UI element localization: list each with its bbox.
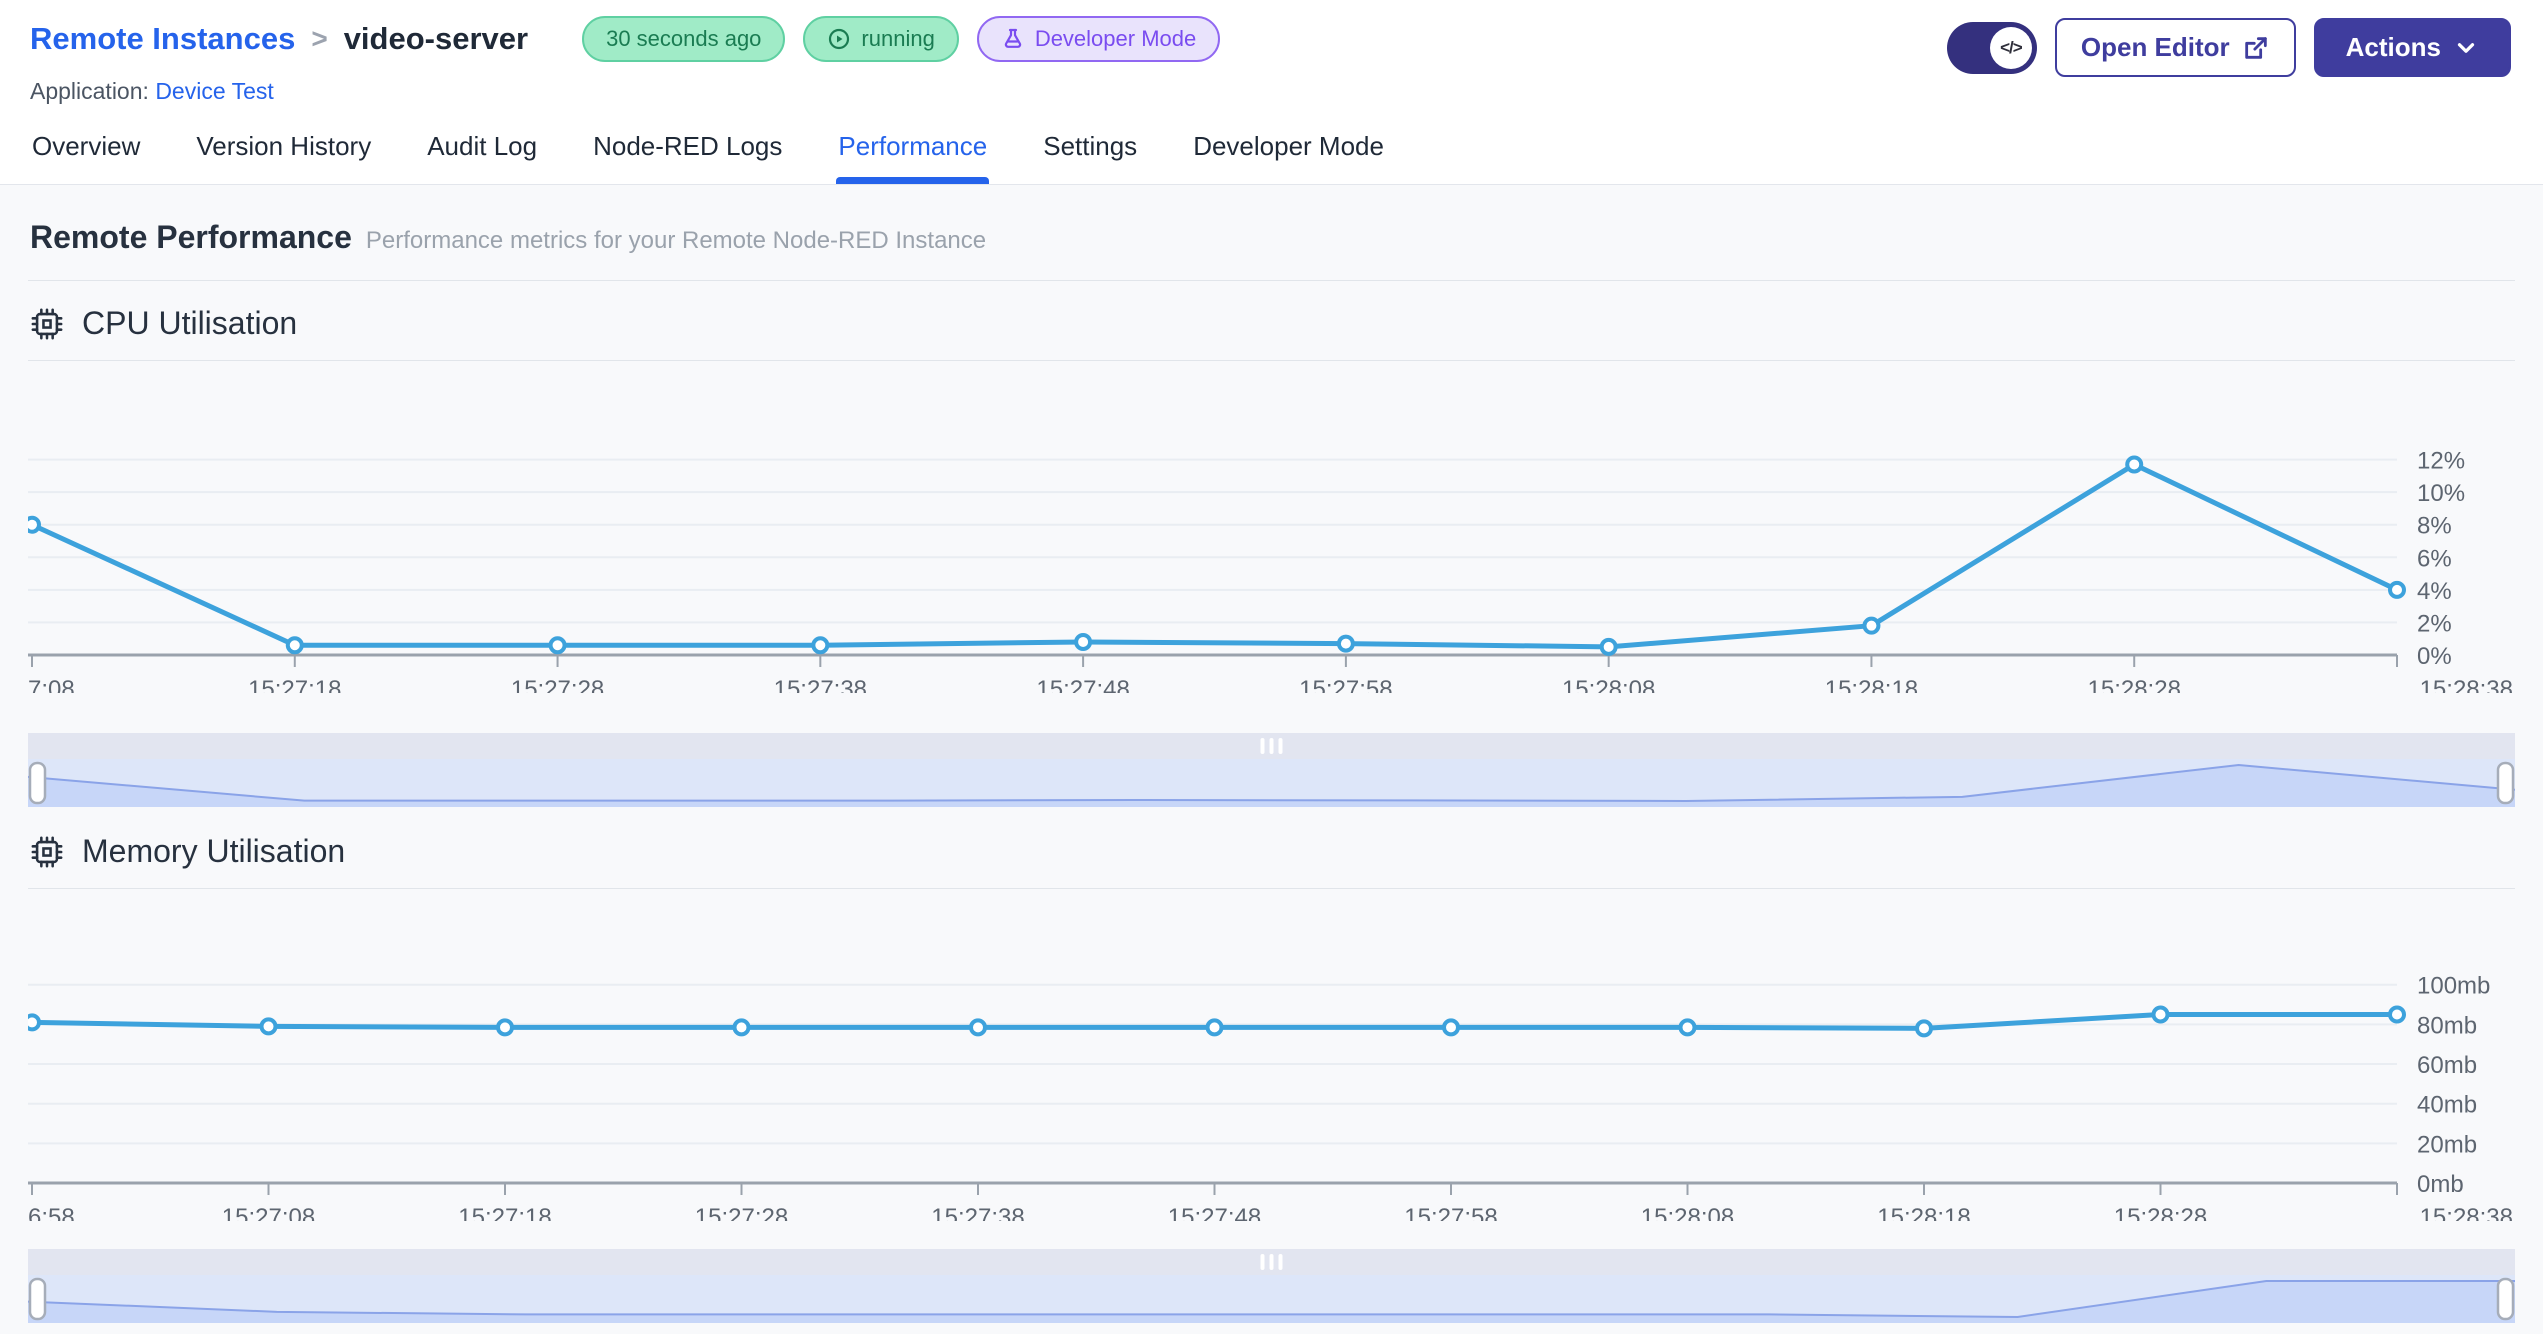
open-editor-label: Open Editor bbox=[2080, 32, 2230, 62]
svg-text:15:27:28: 15:27:28 bbox=[695, 1204, 788, 1221]
tab-overview[interactable]: Overview bbox=[32, 131, 141, 161]
svg-text:8%: 8% bbox=[2417, 513, 2452, 540]
svg-text:60mb: 60mb bbox=[2417, 1052, 2477, 1079]
svg-text:15:28:08: 15:28:08 bbox=[1562, 676, 1655, 693]
actions-label: Actions bbox=[2345, 32, 2441, 62]
tab-performance[interactable]: Performance bbox=[836, 111, 990, 184]
navigator-grip-bar[interactable] bbox=[1269, 1254, 1274, 1270]
svg-text:15:27:18: 15:27:18 bbox=[458, 1204, 551, 1221]
application-label: Application: bbox=[30, 78, 149, 104]
instance-name: video-server bbox=[343, 21, 529, 56]
tab-developer-mode[interactable]: Developer Mode bbox=[1193, 131, 1384, 161]
play-circle-icon bbox=[827, 27, 851, 51]
svg-text:15:28:18: 15:28:18 bbox=[1877, 1204, 1970, 1221]
svg-text:0mb: 0mb bbox=[2417, 1171, 2464, 1198]
navigator-grip-bar[interactable] bbox=[1260, 738, 1265, 754]
breadcrumb-separator: > bbox=[311, 23, 328, 54]
tab-settings[interactable]: Settings bbox=[1043, 131, 1138, 161]
breadcrumb: Remote Instances > video-server 30 secon… bbox=[30, 16, 1221, 62]
svg-text:15:27:28: 15:27:28 bbox=[511, 676, 604, 693]
navigator-grip-bar[interactable] bbox=[1260, 1254, 1265, 1270]
svg-text:0%: 0% bbox=[2417, 643, 2452, 670]
navigator-left-handle[interactable] bbox=[28, 761, 47, 805]
page-heading: Remote Performance Performance metrics f… bbox=[28, 185, 2515, 281]
svg-text:15:28:38: 15:28:38 bbox=[2420, 676, 2513, 693]
cpu-chart-navigator[interactable] bbox=[28, 733, 2515, 809]
status-badges: 30 seconds ago running bbox=[582, 16, 1221, 62]
page-subtitle: Performance metrics for your Remote Node… bbox=[365, 227, 987, 254]
svg-text:4%: 4% bbox=[2417, 578, 2452, 605]
svg-text:15:27:48: 15:27:48 bbox=[1168, 1204, 1261, 1221]
memory-section-header: Memory Utilisation bbox=[28, 809, 2515, 889]
svg-text:15:27:48: 15:27:48 bbox=[1036, 676, 1129, 693]
last-seen-badge: 30 seconds ago bbox=[582, 16, 786, 62]
svg-text:15:27:58: 15:27:58 bbox=[1404, 1204, 1497, 1221]
cpu-chart: 0% 2% 4% 6% 8% 10% 12% 7:08 15:27:18 15:27:28 15:2… bbox=[28, 361, 2515, 693]
cpu-section-header: CPU Utilisation bbox=[28, 281, 2515, 361]
tab-version-history[interactable]: Version History bbox=[196, 131, 372, 161]
tab-node-red-logs[interactable]: Node-RED Logs bbox=[593, 131, 783, 161]
running-status-text: running bbox=[861, 26, 935, 51]
tab-audit-log[interactable]: Audit Log bbox=[427, 131, 538, 161]
svg-text:80mb: 80mb bbox=[2417, 1012, 2477, 1039]
running-status-badge: running bbox=[803, 16, 959, 62]
content-area: Remote Performance Performance metrics f… bbox=[0, 185, 2543, 1334]
developer-mode-text: Developer Mode bbox=[1034, 26, 1197, 51]
last-seen-text: 30 seconds ago bbox=[606, 26, 762, 51]
flask-icon bbox=[1001, 27, 1025, 51]
memory-chart: 0mb 20mb 40mb 60mb 80mb 100mb 6:58 15:27:08 15:2… bbox=[28, 889, 2515, 1221]
svg-text:15:27:18: 15:27:18 bbox=[248, 676, 341, 693]
navigator-grip-bar[interactable] bbox=[1278, 738, 1283, 754]
page-title: Remote Performance bbox=[30, 219, 352, 255]
svg-text:6%: 6% bbox=[2417, 545, 2452, 572]
actions-button[interactable]: Actions bbox=[2313, 18, 2511, 77]
svg-text:40mb: 40mb bbox=[2417, 1092, 2477, 1119]
svg-text:10%: 10% bbox=[2417, 480, 2465, 507]
chevron-down-icon bbox=[2453, 35, 2479, 61]
header-left: Remote Instances > video-server 30 secon… bbox=[30, 16, 1221, 105]
application-link[interactable]: Device Test bbox=[155, 78, 274, 104]
svg-text:15:28:18: 15:28:18 bbox=[1825, 676, 1918, 693]
external-link-icon bbox=[2242, 34, 2270, 62]
svg-text:100mb: 100mb bbox=[2417, 973, 2490, 1000]
tab-bar: Overview Version History Audit Log Node-RED… bbox=[0, 111, 2543, 185]
svg-text:15:28:08: 15:28:08 bbox=[1641, 1204, 1734, 1221]
navigator-right-handle[interactable] bbox=[2496, 761, 2515, 805]
navigator-grip-bar[interactable] bbox=[1278, 1254, 1283, 1270]
navigator-left-handle[interactable] bbox=[28, 1277, 47, 1321]
svg-text:15:28:38: 15:28:38 bbox=[2420, 1204, 2513, 1221]
breadcrumb-remote-instances[interactable]: Remote Instances bbox=[30, 21, 296, 56]
svg-text:15:27:38: 15:27:38 bbox=[931, 1204, 1024, 1221]
page-header: Remote Instances > video-server 30 secon… bbox=[0, 0, 2543, 105]
svg-text:15:28:28: 15:28:28 bbox=[2088, 676, 2181, 693]
navigator-grip-bar[interactable] bbox=[1269, 738, 1274, 754]
svg-text:12%: 12% bbox=[2417, 448, 2465, 475]
cpu-chip-icon bbox=[30, 307, 64, 341]
code-icon: </> bbox=[1989, 26, 2032, 69]
svg-text:15:27:58: 15:27:58 bbox=[1299, 676, 1392, 693]
header-actions: </> Open Editor Actions bbox=[1946, 18, 2513, 77]
memory-section-title: Memory Utilisation bbox=[82, 833, 346, 869]
developer-mode-badge: Developer Mode bbox=[976, 16, 1221, 62]
svg-text:6:58: 6:58 bbox=[28, 1204, 75, 1221]
memory-chart-navigator[interactable] bbox=[28, 1249, 2515, 1325]
svg-text:2%: 2% bbox=[2417, 610, 2452, 637]
memory-chip-icon bbox=[30, 835, 64, 869]
open-editor-button[interactable]: Open Editor bbox=[2054, 18, 2296, 77]
developer-mode-toggle[interactable]: </> bbox=[1946, 21, 2037, 74]
application-row: Application: Device Test bbox=[30, 78, 1220, 105]
svg-text:15:27:08: 15:27:08 bbox=[222, 1204, 315, 1221]
cpu-section-title: CPU Utilisation bbox=[82, 305, 298, 341]
svg-text:7:08: 7:08 bbox=[28, 676, 75, 693]
svg-text:15:27:38: 15:27:38 bbox=[774, 676, 867, 693]
svg-text:20mb: 20mb bbox=[2417, 1131, 2477, 1158]
navigator-right-handle[interactable] bbox=[2496, 1277, 2515, 1321]
svg-text:15:28:28: 15:28:28 bbox=[2114, 1204, 2207, 1221]
